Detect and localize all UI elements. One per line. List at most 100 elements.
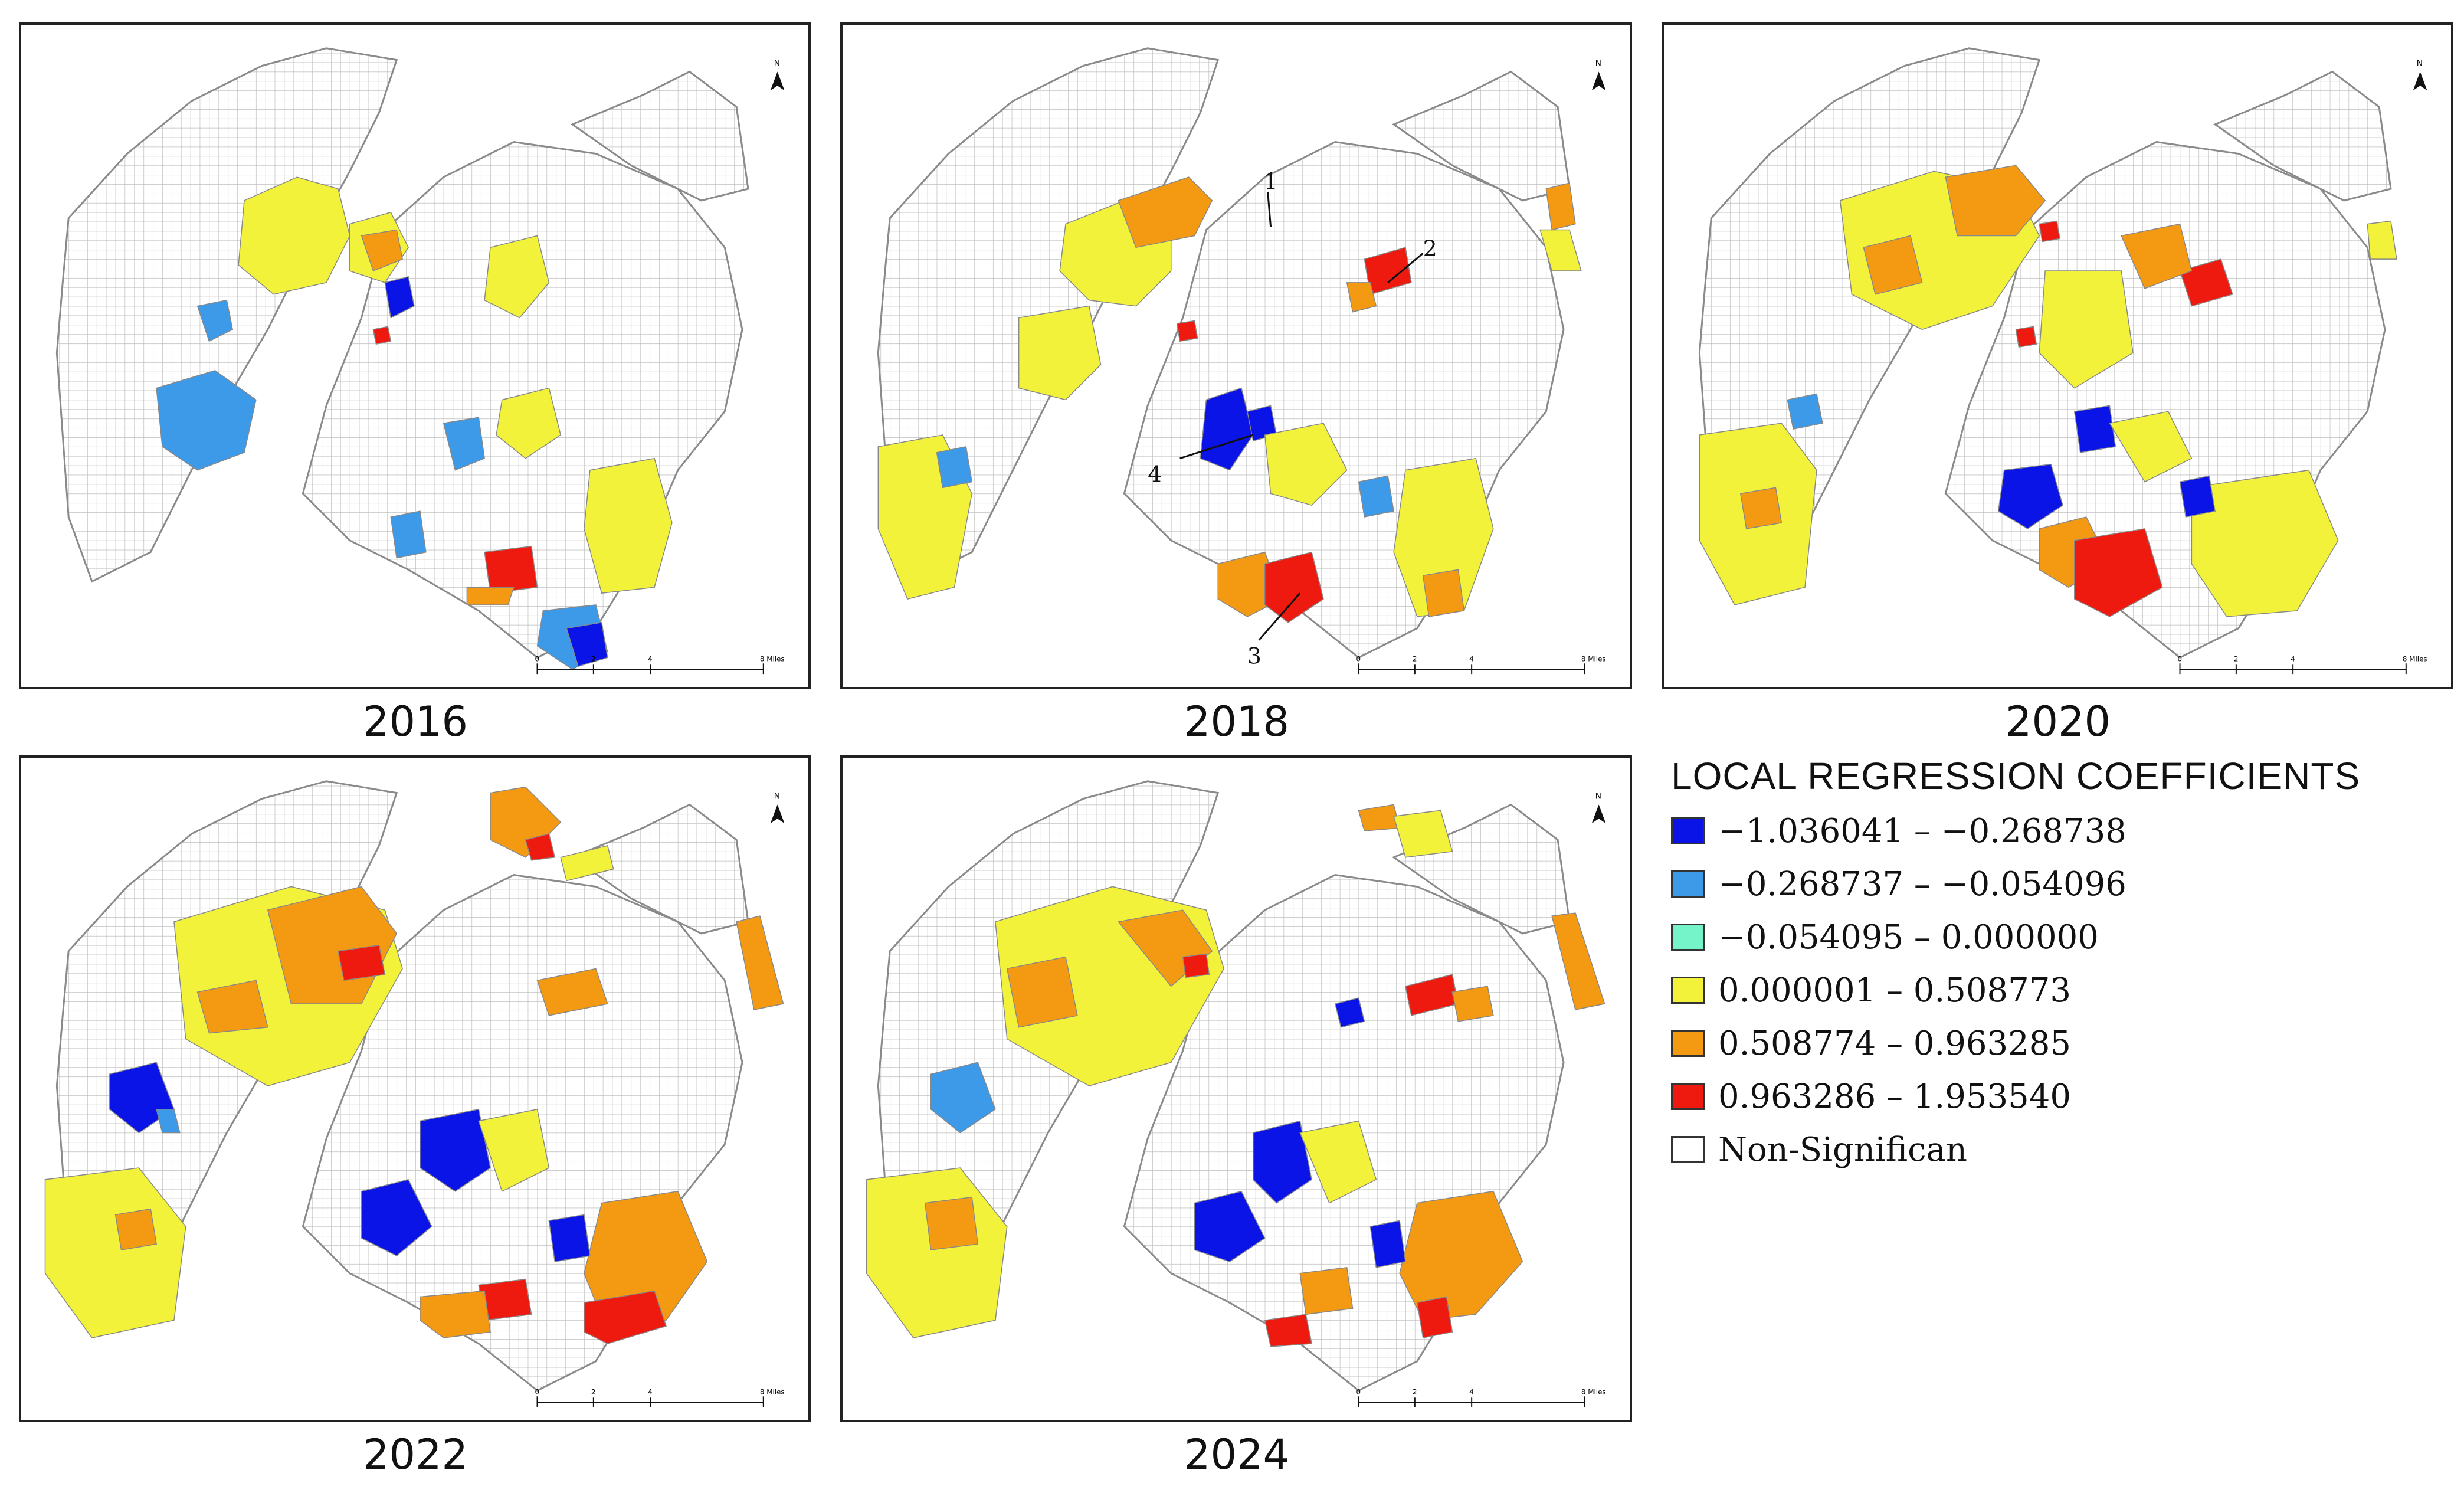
map-2020: N 0 2 4 8 Miles bbox=[1698, 47, 2427, 675]
region-blue bbox=[548, 1214, 591, 1262]
region-red bbox=[1264, 551, 1324, 623]
region-orange bbox=[1358, 804, 1400, 831]
region-red bbox=[2039, 220, 2060, 243]
region-blue bbox=[1194, 1190, 1266, 1262]
region-orange bbox=[1945, 165, 2046, 237]
scale-tick-label: 4 bbox=[648, 1387, 653, 1396]
scale-bar: 0 2 4 8 Miles bbox=[535, 654, 785, 675]
region-red bbox=[1176, 320, 1198, 342]
scale-tick-label: 0 bbox=[2178, 654, 2183, 663]
scale-end-label: 8 Miles bbox=[760, 654, 785, 663]
north-arrow-icon bbox=[2413, 71, 2427, 91]
region-yellow bbox=[2367, 220, 2397, 260]
scale-tick-label: 4 bbox=[1469, 654, 1474, 663]
north-arrow-icon bbox=[1591, 71, 1606, 91]
region-yellow bbox=[484, 235, 550, 319]
region-orange bbox=[584, 1190, 708, 1333]
legend-label: 0.000001 – 0.508773 bbox=[1718, 971, 2072, 1010]
region-yellow bbox=[2109, 411, 2193, 483]
scale-bar: 0 2 4 8 Miles bbox=[1356, 654, 1606, 675]
region-orange bbox=[1451, 986, 1494, 1022]
scale-tick-label: 4 bbox=[648, 654, 653, 663]
scale-tick-label: 2 bbox=[591, 1387, 596, 1396]
scale-tick-label: 0 bbox=[535, 1387, 540, 1396]
map-panel-2024: N 0 2 4 8 Miles bbox=[840, 755, 1632, 1422]
region-blue bbox=[1334, 997, 1365, 1028]
legend-swatch bbox=[1671, 1083, 1705, 1110]
region-orange bbox=[1299, 1267, 1354, 1315]
region-yellow bbox=[1539, 229, 1582, 271]
region-lightblue bbox=[1787, 393, 1823, 430]
region-orange bbox=[2121, 223, 2193, 289]
scale-bar: 0 2 4 8 Miles bbox=[1356, 1387, 1606, 1407]
region-orange bbox=[924, 1196, 978, 1250]
north-label: N bbox=[2417, 59, 2423, 68]
scale-bar: 0 2 4 8 Miles bbox=[535, 1387, 785, 1407]
map-2018: 1 2 3 4 N 0 2 4 8 Miles bbox=[877, 47, 1606, 675]
map-panel-2016: N 0 2 4 8 Miles bbox=[19, 22, 811, 689]
base-land-north bbox=[2213, 70, 2392, 202]
region-yellow bbox=[2039, 270, 2134, 389]
region-red bbox=[2015, 326, 2037, 348]
region-blue bbox=[361, 1179, 432, 1256]
region-yellow bbox=[496, 387, 562, 459]
region-orange bbox=[536, 968, 608, 1016]
legend-label: 0.963286 – 1.953540 bbox=[1718, 1077, 2072, 1116]
scale-end-label: 8 Miles bbox=[1581, 654, 1606, 663]
region-red bbox=[2179, 258, 2233, 307]
region-red bbox=[1182, 953, 1210, 978]
scale-tick-label: 2 bbox=[1413, 1387, 1417, 1396]
annotation-leader-line bbox=[1387, 253, 1424, 284]
region-orange bbox=[1006, 956, 1078, 1028]
legend-label: −0.054095 – 0.000000 bbox=[1718, 918, 2099, 957]
map-panel-2022: N 0 2 4 8 Miles bbox=[19, 755, 811, 1422]
region-blue bbox=[384, 276, 415, 319]
region-yellow bbox=[238, 176, 350, 295]
scale-tick-label: 2 bbox=[1413, 654, 1417, 663]
scale-tick-label: 0 bbox=[1356, 1387, 1361, 1396]
legend-item: Non-Significan bbox=[1671, 1126, 1967, 1173]
base-land-north bbox=[1392, 70, 1571, 202]
map-panel-2018: 1 2 3 4 N 0 2 4 8 Miles bbox=[840, 22, 1632, 689]
region-blue bbox=[1997, 463, 2063, 529]
scale-end-label: 8 Miles bbox=[1581, 1387, 1606, 1396]
annotation-leader-line bbox=[1179, 434, 1254, 460]
legend-item: 0.000001 – 0.508773 bbox=[1671, 967, 2071, 1014]
region-blue bbox=[1253, 1120, 1312, 1204]
region-orange bbox=[1422, 569, 1465, 617]
region-orange bbox=[1346, 282, 1377, 313]
map-2022: N 0 2 4 8 Miles bbox=[44, 780, 785, 1407]
north-arrow-icon bbox=[1591, 804, 1606, 824]
region-red bbox=[1416, 1296, 1453, 1338]
north-arrow-icon bbox=[770, 71, 785, 91]
north-label: N bbox=[774, 792, 780, 801]
year-label-2020: 2020 bbox=[2005, 698, 2111, 746]
region-orange bbox=[1863, 235, 1923, 295]
map-2024: N 0 2 4 8 Miles bbox=[866, 780, 1606, 1407]
region-yellow bbox=[2191, 469, 2339, 617]
year-label-2018: 2018 bbox=[1184, 698, 1290, 746]
region-lightblue bbox=[930, 1062, 996, 1134]
region-blue bbox=[1369, 1220, 1406, 1268]
legend-swatch bbox=[1671, 817, 1705, 844]
region-orange bbox=[420, 1290, 491, 1338]
region-lightblue bbox=[936, 446, 973, 489]
region-orange bbox=[736, 915, 784, 1010]
scale-tick-label: 0 bbox=[535, 654, 540, 663]
map-panel-2020: N 0 2 4 8 Miles bbox=[1662, 22, 2453, 689]
north-label: N bbox=[1595, 59, 1601, 68]
region-orange bbox=[196, 980, 268, 1034]
north-label: N bbox=[774, 59, 780, 68]
region-lightblue bbox=[196, 299, 234, 342]
region-orange bbox=[1551, 912, 1605, 1010]
annotation-leader-line bbox=[1258, 592, 1301, 641]
region-orange bbox=[1118, 176, 1213, 248]
annotation-label: 1 bbox=[1264, 168, 1278, 194]
legend-label: −1.036041 – −0.268738 bbox=[1718, 811, 2126, 850]
region-orange bbox=[1739, 487, 1783, 529]
year-label-2016: 2016 bbox=[362, 698, 468, 746]
scale-tick-label: 0 bbox=[1356, 654, 1361, 663]
region-yellow bbox=[1393, 810, 1453, 858]
region-red bbox=[1264, 1314, 1312, 1347]
region-lightblue bbox=[156, 370, 257, 471]
